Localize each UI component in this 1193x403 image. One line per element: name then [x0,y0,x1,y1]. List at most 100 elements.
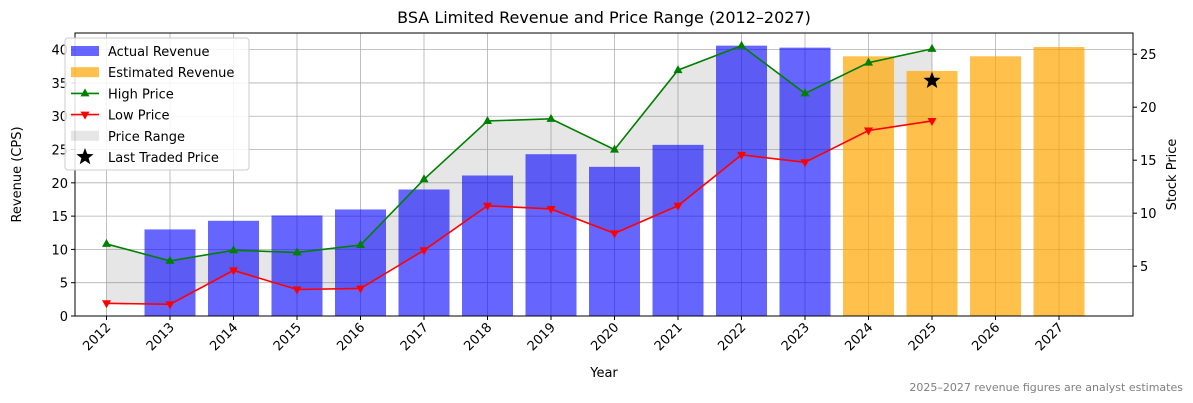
actual-revenue-bar [525,154,577,316]
estimated-revenue-bar [1033,46,1085,317]
y-tick-label: 10 [51,243,68,258]
y2-tick-label: 10 [1140,207,1157,222]
plot-frame [74,32,1134,317]
y-tick-label: 35 [51,77,68,92]
high-price-point [610,144,619,153]
legend-price-range: Price Range [71,130,185,145]
legend-marker [80,88,90,97]
low-price-point [737,151,746,160]
legend-swatch [71,130,99,141]
low-price-point [165,301,175,310]
low-price-point [927,117,937,126]
low-price-point [864,127,873,136]
y-tick-label: 0 [60,310,68,325]
x-tick-label: 2018 [461,320,495,354]
high-price-point [927,43,937,52]
legend-label: Last Traded Price [108,151,219,166]
y-tick-label: 40 [51,44,68,59]
y-tick-label: 20 [51,177,68,192]
x-tick-label: 2024 [842,320,876,354]
x-tick-label: 2027 [1033,320,1067,354]
high-price-point [483,115,492,124]
low-price-line [106,120,933,306]
y-tick-label: 30 [51,110,68,125]
high-price-point [229,245,238,254]
y2-axis-label: Stock Price [1165,139,1180,211]
legend-estimated-revenue: Estimated Revenue [71,66,234,81]
high-price-line [106,44,933,262]
chart-title: BSA Limited Revenue and Price Range (201… [397,8,811,27]
y2-tick-label: 5 [1140,260,1148,275]
y-tick-label: 15 [51,210,68,225]
x-tick-label: 2017 [398,320,432,354]
low-price-point [610,230,619,239]
x-tick-label: 2015 [271,320,305,354]
legend-marker [76,148,94,165]
estimate-footnote: 2025–2027 revenue figures are analyst es… [909,381,1183,394]
actual-revenue-bar [652,144,704,316]
y2-tick-label: 15 [1140,154,1157,169]
y-tick-label: 5 [60,277,68,292]
legend-swatch [71,67,99,78]
actual-revenue-bar [589,166,640,316]
actual-revenue-bar [716,45,767,316]
last-traded-price-star [923,71,941,88]
x-tick-label: 2020 [588,320,622,354]
estimated-revenue-bar [906,70,958,316]
actual-revenue-bar [779,47,831,316]
low-price-point [419,247,429,256]
high-price-point [673,65,683,74]
legend-marker [80,111,90,120]
high-price-point [102,238,111,247]
x-tick-label: 2016 [334,320,368,354]
x-tick-label: 2023 [779,320,813,354]
legend-label: High Price [108,87,174,102]
x-tick-label: 2026 [969,320,1003,354]
x-tick-label: 2025 [906,320,940,354]
x-tick-label: 2014 [207,320,241,354]
revenue-bars [144,45,1085,317]
low-price-point [292,286,302,295]
legend-high-price: High Price [71,87,174,102]
legend-label: Low Price [108,109,169,124]
low-price-point [356,285,365,294]
legend-box [64,37,250,171]
low-price-point [483,202,492,211]
low-price-point [102,300,111,309]
high-price-point [864,57,873,66]
x-tick-label: 2021 [652,320,686,354]
high-price-point [292,247,302,256]
y-tick-label: 25 [51,144,68,159]
high-price-point [800,88,810,97]
y2-tick-label: 20 [1140,101,1157,116]
x-tick-label: 2019 [525,320,559,354]
price-lines [102,40,941,310]
low-price-point [673,202,683,211]
legend-swatch [71,46,99,56]
x-axis-label: Year [589,366,618,381]
low-price-point [546,205,556,214]
high-price-point [546,113,556,122]
low-price-point [800,159,810,168]
y-axis-label: Revenue (CPS) [10,126,25,222]
y2-tick-label: 25 [1140,48,1157,63]
high-price-point [165,255,175,264]
actual-revenue-bar [271,215,323,316]
high-price-point [737,40,746,49]
x-tick-label: 2022 [715,320,749,354]
high-price-point [419,174,429,183]
legend-label: Price Range [108,130,185,145]
legend-last-traded-price: Last Traded Price [76,148,219,166]
low-price-point [229,267,238,276]
legend-actual-revenue: Actual Revenue [71,45,209,60]
x-tick-label: 2012 [80,320,114,354]
estimated-revenue-bar [970,56,1021,317]
legend-low-price: Low Price [71,109,169,124]
legend-label: Actual Revenue [108,45,209,60]
actual-revenue-bar [462,175,513,316]
high-price-point [356,239,365,248]
legend-label: Estimated Revenue [108,66,234,81]
estimated-revenue-bar [843,56,894,317]
x-tick-label: 2013 [144,320,178,354]
